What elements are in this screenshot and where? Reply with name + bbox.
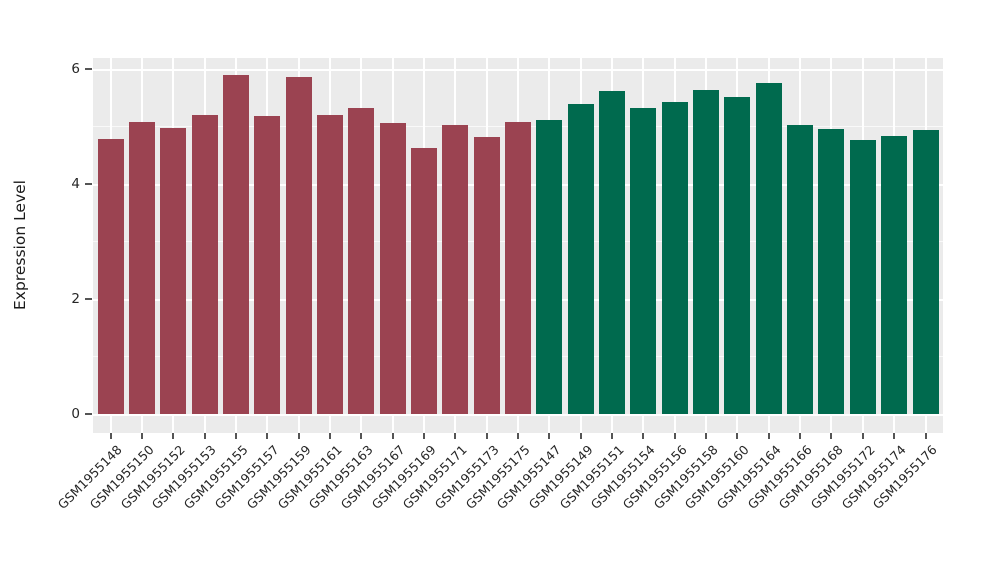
x-tick-mark xyxy=(611,433,614,439)
x-tick-mark xyxy=(203,433,206,439)
y-tick-label: 2 xyxy=(71,291,80,307)
x-tick-mark xyxy=(830,433,833,439)
y-tick-label: 4 xyxy=(71,176,80,192)
bar-GSM1955157 xyxy=(254,115,281,414)
bar-GSM1955148 xyxy=(97,139,124,414)
bar-GSM1955153 xyxy=(191,115,218,414)
x-tick-mark xyxy=(109,433,112,439)
bar-GSM1955174 xyxy=(881,136,908,414)
x-tick-mark xyxy=(799,433,802,439)
x-tick-mark xyxy=(297,433,300,439)
x-tick-mark xyxy=(140,433,143,439)
bar-GSM1955168 xyxy=(818,129,845,414)
bar-GSM1955172 xyxy=(849,139,876,414)
x-tick-mark xyxy=(705,433,708,439)
bar-GSM1955154 xyxy=(630,107,657,414)
bar-GSM1955158 xyxy=(693,89,720,414)
bar-GSM1955151 xyxy=(599,90,626,414)
x-tick-mark xyxy=(234,433,237,439)
bar-GSM1955147 xyxy=(536,119,563,414)
x-tick-mark xyxy=(391,433,394,439)
bar-GSM1955160 xyxy=(724,96,751,414)
bar-GSM1955152 xyxy=(160,128,187,414)
x-tick-mark xyxy=(266,433,269,439)
gridline-major xyxy=(93,69,943,71)
bar-GSM1955163 xyxy=(348,108,375,414)
bar-GSM1955171 xyxy=(442,124,469,414)
y-tick-label: 6 xyxy=(71,61,80,77)
x-tick-mark xyxy=(767,433,770,439)
x-tick-mark xyxy=(861,433,864,439)
x-tick-mark xyxy=(579,433,582,439)
x-tick-mark xyxy=(360,433,363,439)
bar-GSM1955175 xyxy=(505,121,531,414)
y-tick-mark xyxy=(85,413,92,415)
x-tick-mark xyxy=(517,433,519,439)
y-tick-mark xyxy=(85,68,92,70)
y-tick-mark xyxy=(85,298,92,300)
bar-GSM1955150 xyxy=(128,122,155,414)
x-tick-mark xyxy=(924,433,927,439)
bar-GSM1955176 xyxy=(912,129,939,414)
x-tick-mark xyxy=(422,433,425,439)
plot-panel xyxy=(93,58,943,433)
x-tick-mark xyxy=(548,433,551,439)
x-tick-mark xyxy=(736,433,739,439)
bar-GSM1955166 xyxy=(787,125,814,414)
bar-GSM1955155 xyxy=(222,74,249,414)
bar-GSM1955156 xyxy=(661,102,688,414)
gridline-major xyxy=(93,414,943,416)
bar-GSM1955164 xyxy=(755,83,782,414)
bar-GSM1955149 xyxy=(567,103,594,414)
bar-GSM1955167 xyxy=(379,123,406,414)
x-tick-mark xyxy=(485,433,488,439)
x-tick-mark xyxy=(642,433,645,439)
x-tick-mark xyxy=(172,433,175,439)
x-tick-mark xyxy=(454,433,457,439)
y-tick-label: 0 xyxy=(71,406,80,422)
bar-GSM1955161 xyxy=(316,115,343,414)
x-tick-mark xyxy=(328,433,331,439)
bar-GSM1955159 xyxy=(285,77,312,414)
x-tick-mark xyxy=(673,433,676,439)
bar-GSM1955169 xyxy=(410,148,437,414)
bar-GSM1955173 xyxy=(473,136,500,414)
x-tick-mark xyxy=(893,433,896,439)
y-tick-mark xyxy=(85,183,92,185)
